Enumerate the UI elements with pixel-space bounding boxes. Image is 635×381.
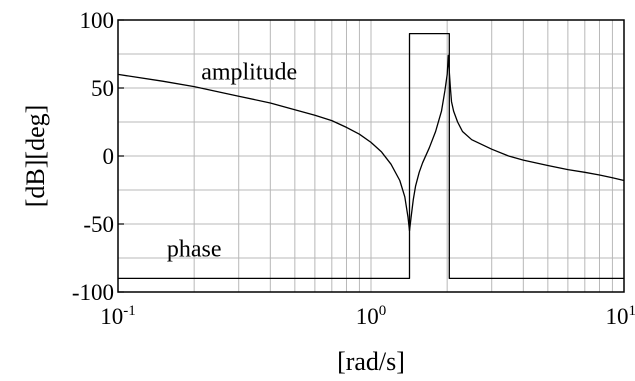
x-tick-label: 100 [356,303,387,329]
y-tick-labels: 100 50 0 -50 -100 [72,8,124,305]
series-line-amplitude [117,54,625,232]
y-tick-label: 50 [91,76,114,101]
y-tick-label: 0 [103,144,115,169]
series-line-phase [118,32,624,280]
x-tick-labels: 10-1 100 101 [100,303,635,329]
x-axis-label: [rad/s] [337,347,405,376]
y-tick-label: -50 [83,212,114,237]
x-tick-label: 10-1 [100,303,136,329]
annotation-label: amplitude [201,60,297,86]
y-tick-label: -100 [72,280,114,305]
series-lines [117,32,625,280]
grid-lines [118,20,624,292]
annotations: amplitude phase [167,60,297,263]
x-tick-label: 101 [606,303,635,329]
y-axis-label: [dB][deg] [21,105,50,208]
annotation-label: phase [167,236,222,262]
y-tick-label: 100 [80,8,115,33]
